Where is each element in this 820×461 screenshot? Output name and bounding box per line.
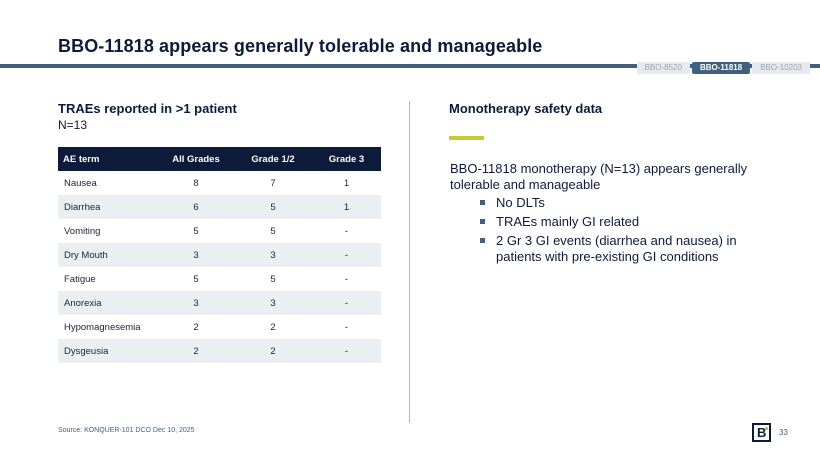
ae-term-cell: Anorexia bbox=[58, 291, 158, 315]
header-all-grades: All Grades bbox=[158, 147, 234, 171]
all-grades-cell: 6 bbox=[158, 195, 234, 219]
tab-bbo-11818[interactable]: BBO-11818 bbox=[691, 62, 751, 74]
grade-3-cell: - bbox=[344, 225, 349, 237]
ae-term-cell: Fatigue bbox=[64, 273, 96, 285]
all-grades-cell: 5 bbox=[193, 225, 199, 237]
grade-3-cell: - bbox=[344, 273, 349, 285]
ae-term-cell: Diarrhea bbox=[58, 195, 158, 219]
column-divider bbox=[409, 101, 410, 423]
grade-1-2-cell: 2 bbox=[270, 321, 276, 333]
table-row: Hypomagnesemia 2 2 - bbox=[58, 315, 381, 339]
page-title: BBO-11818 appears generally tolerable an… bbox=[58, 36, 543, 56]
left-heading: TRAEs reported in >1 patient bbox=[58, 101, 237, 116]
grade-3-cell: 1 bbox=[343, 177, 350, 189]
bullet-list: No DLTs TRAEs mainly GI related 2 Gr 3 G… bbox=[480, 195, 780, 268]
ae-term-cell: Hypomagnesemia bbox=[64, 321, 141, 333]
company-logo: B bbox=[752, 423, 771, 442]
ae-term-cell: Dysgeusia bbox=[58, 339, 158, 363]
ae-term-cell: Vomiting bbox=[64, 225, 101, 237]
ae-term-cell: Nausea bbox=[64, 177, 97, 189]
table-header-row: AE term All Grades Grade 1/2 Grade 3 bbox=[58, 147, 381, 171]
grade-1-2-cell: 7 bbox=[270, 177, 276, 189]
grade-3-cell: 1 bbox=[312, 195, 381, 219]
bullet-text: No DLTs bbox=[496, 195, 545, 210]
all-grades-cell: 3 bbox=[158, 243, 234, 267]
tab-bbo-10203[interactable]: BBO-10203 bbox=[752, 62, 810, 74]
all-grades-cell: 2 bbox=[158, 339, 234, 363]
grade-1-2-cell: 3 bbox=[234, 243, 312, 267]
bullet-item: No DLTs bbox=[480, 195, 780, 211]
bullet-text: TRAEs mainly GI related bbox=[496, 214, 640, 229]
summary-text: BBO-11818 monotherapy (N=13) appears gen… bbox=[450, 161, 748, 192]
bullet-item: 2 Gr 3 GI events (diarrhea and nausea) i… bbox=[480, 233, 780, 265]
ae-term-cell: Dry Mouth bbox=[58, 243, 158, 267]
square-bullet-icon bbox=[480, 219, 485, 224]
logo-letter: B bbox=[757, 425, 767, 440]
all-grades-cell: 8 bbox=[193, 177, 199, 189]
header-rule bbox=[0, 64, 820, 68]
all-grades-cell: 2 bbox=[193, 321, 199, 333]
table-row: Nausea 8 7 1 bbox=[58, 171, 381, 195]
bullet-item: TRAEs mainly GI related bbox=[480, 214, 780, 230]
grade-3-cell: - bbox=[312, 243, 381, 267]
header-ae-term: AE term bbox=[58, 147, 158, 171]
table-row: Diarrhea 6 5 1 bbox=[58, 195, 381, 219]
program-tabs: BBO-8520 BBO-11818 BBO-10203 bbox=[635, 62, 810, 74]
tab-bbo-8520[interactable]: BBO-8520 bbox=[636, 62, 690, 74]
page-number: 33 bbox=[779, 428, 788, 437]
source-note: Source: KONQUER-101 DCO Dec 10, 2025 bbox=[58, 427, 195, 434]
right-heading: Monotherapy safety data bbox=[449, 101, 603, 116]
grade-1-2-cell: 5 bbox=[270, 225, 276, 237]
logo-accent-dot bbox=[765, 427, 768, 430]
table-row: Anorexia 3 3 - bbox=[58, 291, 381, 315]
grade-1-2-cell: 3 bbox=[234, 291, 312, 315]
grade-3-cell: - bbox=[312, 291, 381, 315]
all-grades-cell: 3 bbox=[158, 291, 234, 315]
table-row: Vomiting 5 5 - bbox=[58, 219, 381, 243]
all-grades-cell: 5 bbox=[193, 273, 199, 285]
table-row: Fatigue 5 5 - bbox=[58, 267, 381, 291]
grade-1-2-cell: 5 bbox=[270, 273, 276, 285]
header-grade-1-2: Grade 1/2 bbox=[234, 147, 312, 171]
trae-table: AE term All Grades Grade 1/2 Grade 3 Nau… bbox=[58, 147, 381, 363]
grade-1-2-cell: 2 bbox=[234, 339, 312, 363]
square-bullet-icon bbox=[480, 238, 485, 243]
grade-3-cell: - bbox=[344, 321, 349, 333]
grade-1-2-cell: 5 bbox=[234, 195, 312, 219]
table-row: Dry Mouth 3 3 - bbox=[58, 243, 381, 267]
heading-accent-bar bbox=[449, 136, 484, 140]
bullet-text: 2 Gr 3 GI events (diarrhea and nausea) i… bbox=[496, 233, 737, 264]
header-grade-3: Grade 3 bbox=[312, 147, 381, 171]
left-subheading: N=13 bbox=[58, 118, 88, 132]
table-row: Dysgeusia 2 2 - bbox=[58, 339, 381, 363]
square-bullet-icon bbox=[480, 200, 485, 205]
grade-3-cell: - bbox=[312, 339, 381, 363]
